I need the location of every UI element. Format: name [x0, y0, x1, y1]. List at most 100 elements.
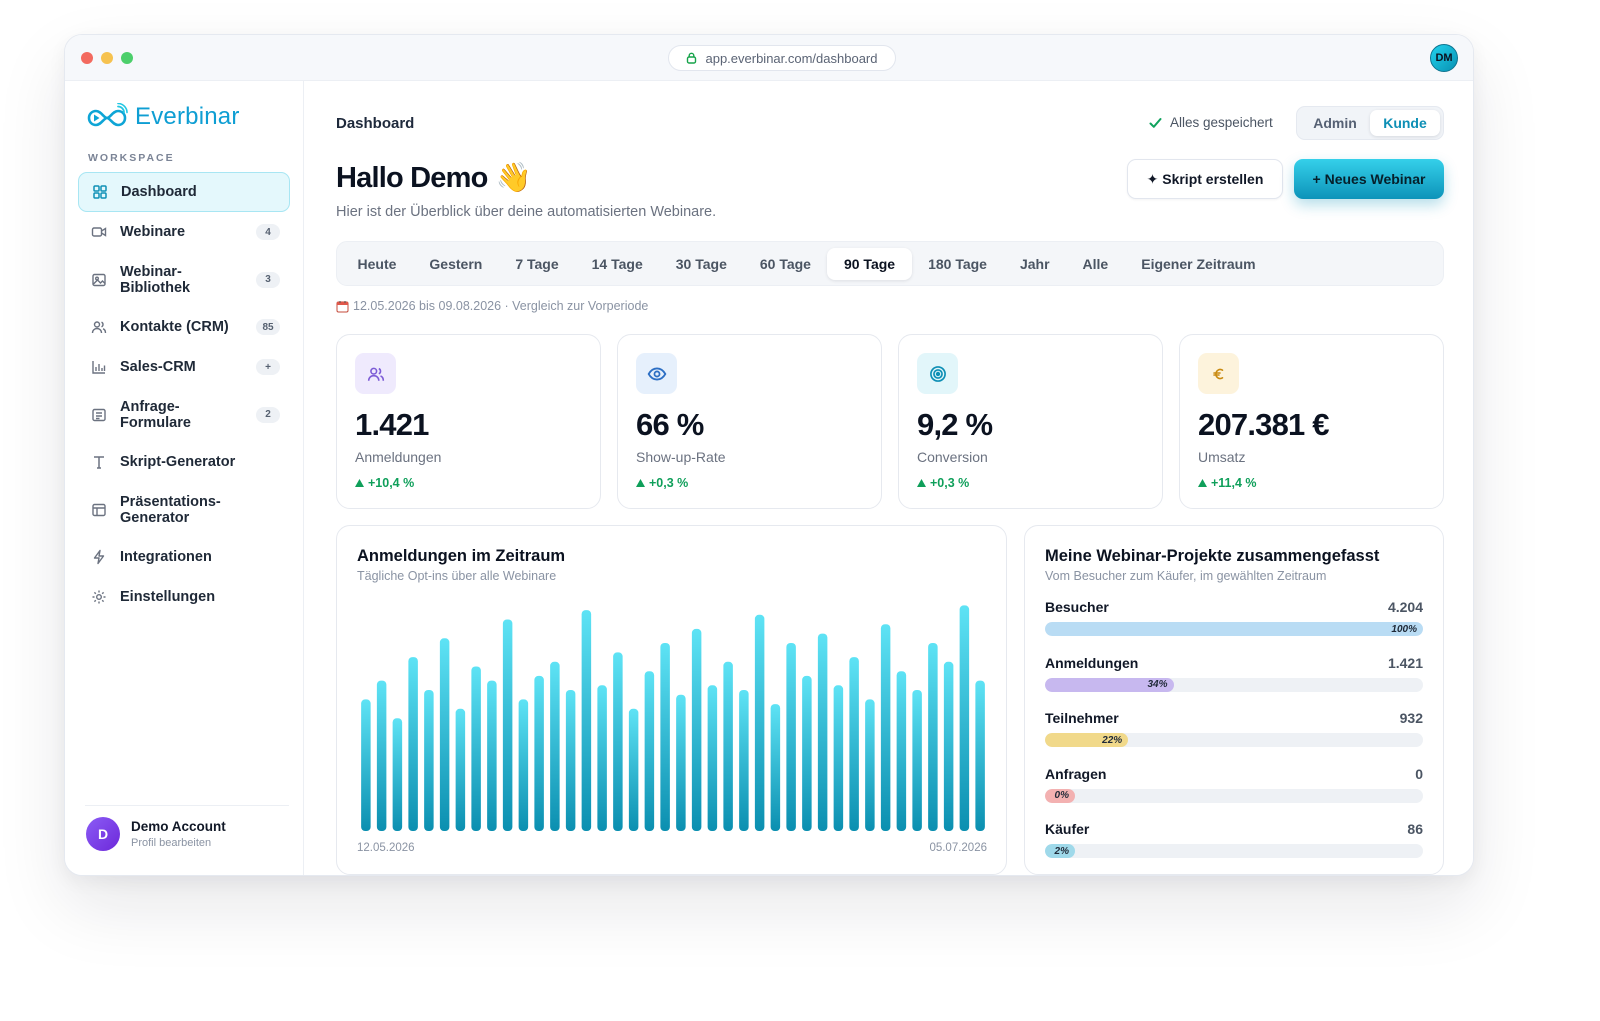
chart-bar[interactable] [770, 704, 781, 831]
chart-bar[interactable] [361, 699, 371, 831]
chart-bar[interactable] [723, 661, 733, 831]
page-title: Hallo Demo 👋 [336, 161, 532, 195]
chart-bar[interactable] [817, 633, 828, 831]
range-tab-180-tage[interactable]: 180 Tage [928, 255, 987, 272]
kpi-value: 1.421 [355, 407, 429, 442]
chart-bar[interactable] [802, 675, 812, 831]
target-icon [917, 353, 958, 394]
range-tab-7-tage[interactable]: 7 Tage [515, 255, 559, 272]
chart-bar[interactable] [597, 685, 607, 831]
workspace-label: WORKSPACE [88, 152, 175, 164]
chart-bar[interactable] [565, 690, 576, 831]
sidebar-item-anfrage-formulare[interactable]: Anfrage-Formulare 2 [78, 387, 290, 442]
chart-bar[interactable] [518, 699, 529, 831]
range-tab-gestern[interactable]: Gestern [429, 255, 483, 272]
range-tab-heute[interactable]: Heute [357, 255, 397, 272]
page-subtitle: Hier ist der Überblick über deine automa… [336, 204, 717, 220]
role-admin-button[interactable]: Admin [1313, 115, 1357, 131]
chart-bar[interactable] [865, 699, 875, 831]
range-tab-60-tage[interactable]: 60 Tage [759, 255, 811, 272]
add-badge[interactable]: + [256, 359, 280, 375]
chart-bar[interactable] [376, 680, 387, 831]
sidebar-item-label: Skript-Generator [120, 454, 236, 470]
sidebar-item-integrationen[interactable]: Integrationen [78, 537, 290, 577]
funnel-stage-value: 0 [1415, 765, 1423, 782]
sidebar-item-sales-crm[interactable]: Sales-CRM + [78, 347, 290, 387]
sidebar-item-skript-generator[interactable]: Skript-Generator [78, 442, 290, 482]
chart-bar[interactable] [471, 666, 481, 832]
maximize-window-button[interactable] [121, 52, 133, 64]
chart-bar[interactable] [534, 675, 544, 831]
sidebar-item-einstellungen[interactable]: Einstellungen [78, 577, 290, 617]
kpi-delta: +0,3 % [636, 476, 688, 490]
chart-bar[interactable] [928, 643, 938, 831]
range-tab-jahr[interactable]: Jahr [1019, 255, 1050, 272]
role-kunde-button[interactable]: Kunde [1370, 110, 1440, 136]
sidebar-item-webinare[interactable]: Webinare 4 [78, 212, 290, 252]
kpi-card-anmeldungen[interactable]: 1.421 Anmeldungen +10,4 % [336, 334, 601, 509]
sidebar-item-webinar-bibliothek[interactable]: Webinar-Bibliothek 3 [78, 252, 290, 307]
sidebar-divider [85, 805, 289, 806]
eye-icon [636, 353, 677, 394]
arrow-up-icon [636, 479, 645, 487]
chart-bar[interactable] [943, 661, 954, 831]
chart-bar[interactable] [786, 643, 796, 831]
chart-bar[interactable] [833, 685, 844, 831]
chart-bar[interactable] [408, 657, 418, 831]
chart-bar[interactable] [424, 690, 434, 831]
role-toggle: Admin Kunde [1296, 106, 1444, 140]
range-tab-14-tage[interactable]: 14 Tage [591, 255, 643, 272]
save-status-text: Alles gespeichert [1170, 115, 1273, 130]
chart-bar[interactable] [975, 680, 985, 831]
chart-bar[interactable] [691, 628, 702, 831]
funnel-stage-name: Teilnehmer [1045, 710, 1119, 726]
range-tab-90-tage[interactable]: 90 Tage [827, 247, 912, 280]
close-window-button[interactable] [81, 52, 93, 64]
chart-bar[interactable] [550, 661, 560, 831]
profile-link[interactable]: D Demo Account Profil bearbeiten [86, 817, 226, 851]
chart-bar[interactable] [613, 652, 623, 831]
funnel-stage-value: 4.204 [1387, 599, 1423, 615]
chart-bar[interactable] [439, 638, 450, 831]
chart-bar[interactable] [880, 624, 891, 831]
user-avatar[interactable]: DM [1430, 44, 1458, 72]
period-text: 12.05.2026 bis 09.08.2026 · Vergleich zu… [353, 299, 649, 313]
funnel-bar-percent: 0% [1054, 790, 1069, 801]
kpi-card-umsatz[interactable]: 207.381 € Umsatz +11,4 % [1179, 334, 1444, 509]
chart-bar[interactable] [849, 657, 859, 831]
chart-bar[interactable] [628, 708, 639, 831]
new-webinar-button[interactable]: + Neues Webinar [1294, 159, 1444, 199]
create-script-button[interactable]: ✦ Skript erstellen [1127, 159, 1283, 199]
chart-bar[interactable] [660, 643, 670, 831]
chart-bar[interactable] [754, 614, 765, 831]
bolt-icon [91, 549, 107, 565]
range-tab-30-tage[interactable]: 30 Tage [675, 255, 727, 272]
chart-bar[interactable] [581, 610, 592, 831]
chart-bar[interactable] [487, 680, 497, 831]
sidebar-item-praesentations-generator[interactable]: Präsentations-Generator [78, 482, 290, 537]
sidebar-item-kontakte-crm[interactable]: Kontakte (CRM) 85 [78, 307, 290, 347]
sidebar-item-dashboard[interactable]: Dashboard [78, 172, 290, 212]
address-bar[interactable]: app.everbinar.com/dashboard [668, 45, 896, 71]
chart-bar[interactable] [455, 708, 466, 831]
chart-bar[interactable] [896, 671, 907, 831]
edit-profile-link[interactable]: Profil bearbeiten [131, 837, 212, 849]
funnel-stage-name: Anfragen [1045, 765, 1107, 782]
chart-bar[interactable] [502, 619, 513, 832]
brand-logo[interactable]: Everbinar [85, 103, 240, 131]
chart-bar[interactable] [707, 685, 718, 831]
chart-bar[interactable] [392, 718, 403, 831]
kpi-value: 9,2 % [917, 407, 993, 442]
funnel-bar-percent: 34% [1147, 679, 1168, 690]
kpi-card-show-up-rate[interactable]: 66 % Show-up-Rate +0,3 % [617, 334, 882, 509]
kpi-card-conversion[interactable]: 9,2 % Conversion +0,3 % [898, 334, 1163, 509]
range-tab-eigener-zeitraum[interactable]: Eigener Zeitraum [1141, 255, 1256, 272]
range-tab-alle[interactable]: Alle [1082, 255, 1109, 272]
chart-bar[interactable] [644, 671, 655, 831]
sidebar-item-label: Dashboard [121, 184, 197, 200]
chart-bar[interactable] [739, 690, 749, 831]
minimize-window-button[interactable] [101, 52, 113, 64]
chart-bar[interactable] [676, 694, 686, 831]
chart-bar[interactable] [912, 690, 922, 831]
chart-bar[interactable] [959, 605, 970, 831]
